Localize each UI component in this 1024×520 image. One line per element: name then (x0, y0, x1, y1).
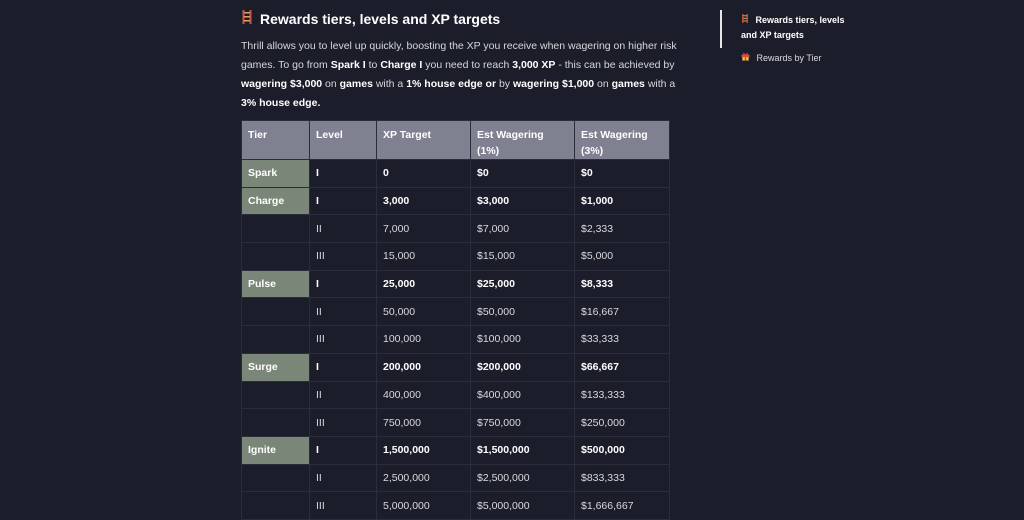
tier-cell (241, 491, 310, 520)
level-cell: I (309, 269, 377, 299)
level-cell: II (309, 380, 377, 410)
table-row: II 400,000 $400,000 $133,333 (241, 380, 670, 410)
table-row: Charge I 3,000 $3,000 $1,000 (241, 186, 670, 216)
tier-cell: Ignite (241, 435, 310, 465)
table-row: III 750,000 $750,000 $250,000 (241, 408, 670, 437)
xp-target-cell: 400,000 (376, 380, 471, 410)
est-wagering-3-cell: $66,667 (574, 352, 670, 382)
est-wagering-3-cell: $1,000 (574, 186, 670, 216)
est-wagering-1-cell: $200,000 (470, 352, 575, 382)
est-wagering-3-cell: $8,333 (574, 269, 670, 299)
table-row: Spark I 0 $0 $0 (241, 159, 670, 188)
ladder-icon (241, 10, 253, 27)
est-wagering-1-cell: $400,000 (470, 380, 575, 410)
table-row: Ignite I 1,500,000 $1,500,000 $500,000 (241, 435, 670, 465)
est-wagering-3-cell: $500,000 (574, 435, 670, 465)
est-wagering-3-cell: $1,666,667 (574, 491, 670, 520)
est-wagering-1-cell: $50,000 (470, 297, 575, 327)
est-wagering-3-cell: $16,667 (574, 297, 670, 327)
xp-target-cell: 25,000 (376, 269, 471, 299)
table-row: II 7,000 $7,000 $2,333 (241, 214, 670, 244)
est-wagering-1-cell: $15,000 (470, 242, 575, 271)
est-wagering-3-cell: $0 (574, 159, 670, 188)
est-wagering-1-cell: $100,000 (470, 325, 575, 354)
xp-target-cell: 1,500,000 (376, 435, 471, 465)
est-wagering-1-cell: $750,000 (470, 408, 575, 437)
est-wagering-1-cell: $5,000,000 (470, 491, 575, 520)
table-row: III 5,000,000 $5,000,000 $1,666,667 (241, 491, 670, 520)
est-wagering-1-cell: $0 (470, 159, 575, 188)
header-est-wagering-1: Est Wagering (1%) (470, 120, 575, 160)
tier-cell (241, 380, 310, 410)
tier-cell (241, 463, 310, 493)
toc-item-rewards-tiers[interactable]: Rewards tiers, levels and XP targets (741, 13, 861, 43)
est-wagering-3-cell: $250,000 (574, 408, 670, 437)
est-wagering-3-cell: $2,333 (574, 214, 670, 244)
toc-item-label: Rewards by Tier (756, 53, 822, 63)
tier-cell (241, 242, 310, 271)
toc-active-indicator (720, 10, 722, 48)
tier-cell (241, 297, 310, 327)
xp-target-cell: 100,000 (376, 325, 471, 354)
est-wagering-1-cell: $1,500,000 (470, 435, 575, 465)
xp-target-cell: 15,000 (376, 242, 471, 271)
xp-target-cell: 50,000 (376, 297, 471, 327)
xp-targets-table: Tier Level XP Target Est Wagering (1%) E… (241, 120, 670, 520)
section-title: Rewards tiers, levels and XP targets (260, 10, 501, 27)
tier-cell (241, 325, 310, 354)
table-row: II 2,500,000 $2,500,000 $833,333 (241, 463, 670, 493)
header-tier: Tier (241, 120, 310, 160)
level-cell: I (309, 186, 377, 216)
est-wagering-3-cell: $833,333 (574, 463, 670, 493)
toc-item-rewards-by-tier[interactable]: Rewards by Tier (741, 51, 861, 66)
xp-target-cell: 3,000 (376, 186, 471, 216)
level-cell: I (309, 159, 377, 188)
tier-cell (241, 214, 310, 244)
level-cell: II (309, 297, 377, 327)
table-row: Pulse I 25,000 $25,000 $8,333 (241, 269, 670, 299)
gift-icon (741, 52, 753, 63)
toc-item-label: Rewards tiers, levels and XP targets (741, 15, 845, 40)
intro-paragraph: Thrill allows you to level up quickly, b… (241, 40, 677, 109)
ladder-icon (741, 14, 752, 25)
level-cell: I (309, 352, 377, 382)
table-row: II 50,000 $50,000 $16,667 (241, 297, 670, 327)
tier-cell: Charge (241, 186, 310, 216)
est-wagering-3-cell: $133,333 (574, 380, 670, 410)
est-wagering-3-cell: $33,333 (574, 325, 670, 354)
est-wagering-1-cell: $25,000 (470, 269, 575, 299)
level-cell: III (309, 491, 377, 520)
section-heading: Rewards tiers, levels and XP targets (241, 10, 500, 27)
xp-target-cell: 750,000 (376, 408, 471, 437)
xp-target-cell: 2,500,000 (376, 463, 471, 493)
level-cell: II (309, 214, 377, 244)
xp-target-cell: 0 (376, 159, 471, 188)
xp-target-cell: 200,000 (376, 352, 471, 382)
header-level: Level (309, 120, 377, 160)
est-wagering-1-cell: $7,000 (470, 214, 575, 244)
level-cell: III (309, 408, 377, 437)
est-wagering-1-cell: $2,500,000 (470, 463, 575, 493)
table-row: III 15,000 $15,000 $5,000 (241, 242, 670, 271)
est-wagering-1-cell: $3,000 (470, 186, 575, 216)
tier-cell (241, 408, 310, 437)
tier-cell: Surge (241, 352, 310, 382)
level-cell: II (309, 463, 377, 493)
level-cell: III (309, 325, 377, 354)
table-row: Surge I 200,000 $200,000 $66,667 (241, 352, 670, 382)
tier-cell: Spark (241, 159, 310, 188)
tier-cell: Pulse (241, 269, 310, 299)
table-row: III 100,000 $100,000 $33,333 (241, 325, 670, 354)
level-cell: I (309, 435, 377, 465)
header-est-wagering-3: Est Wagering (3%) (574, 120, 670, 160)
table-header-row: Tier Level XP Target Est Wagering (1%) E… (241, 120, 670, 160)
xp-target-cell: 7,000 (376, 214, 471, 244)
level-cell: III (309, 242, 377, 271)
header-xp-target: XP Target (376, 120, 471, 160)
xp-target-cell: 5,000,000 (376, 491, 471, 520)
est-wagering-3-cell: $5,000 (574, 242, 670, 271)
